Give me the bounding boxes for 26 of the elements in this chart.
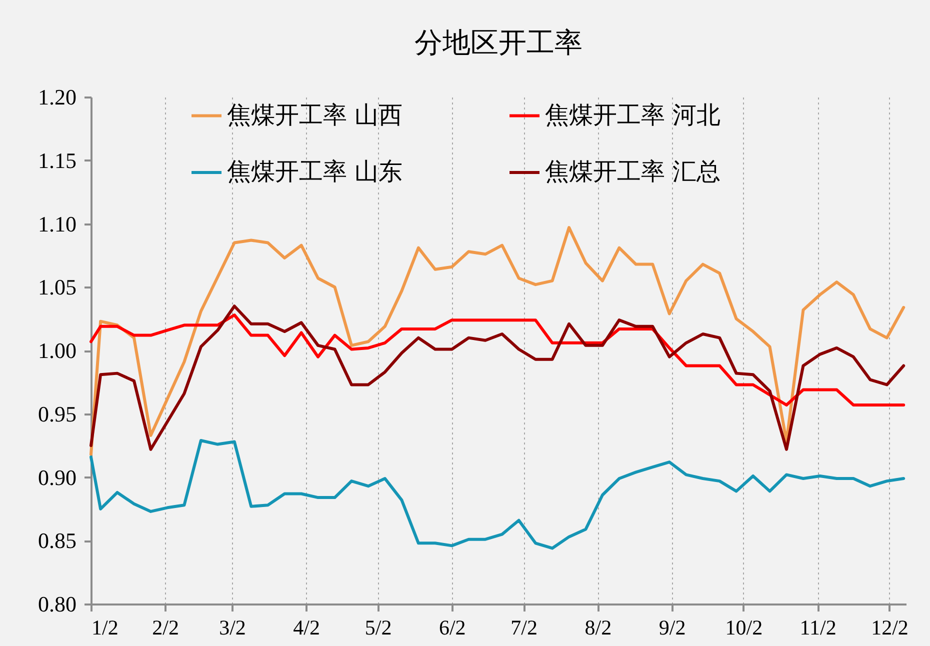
legend-label: 焦煤开工率 河北	[545, 100, 721, 129]
y-tick-label: 1.05	[38, 274, 76, 300]
x-tick-label: 6/2	[438, 616, 466, 640]
x-tick-label: 4/2	[293, 616, 320, 640]
x-tick-label: 1/2	[92, 616, 118, 640]
legend-label: 焦煤开工率 汇总	[545, 158, 721, 186]
y-tick-label: 0.80	[38, 592, 76, 616]
y-tick-label: 1.10	[38, 211, 76, 236]
y-tick-label: 1.15	[38, 148, 76, 173]
y-tick-label: 1.20	[38, 84, 76, 110]
x-tick-label: 10/2	[725, 616, 763, 640]
y-tick-label: 0.95	[38, 401, 76, 426]
x-tick-label: 2/2	[152, 616, 180, 640]
y-tick-label: 1.00	[38, 338, 76, 363]
x-tick-label: 12/2	[871, 616, 908, 640]
x-tick-label: 8/2	[584, 616, 612, 640]
x-tick-label: 9/2	[658, 616, 686, 640]
x-tick-label: 5/2	[364, 616, 392, 640]
legend-label: 焦煤开工率 山西	[227, 100, 403, 129]
x-tick-label: 7/2	[510, 616, 538, 640]
chart-title: 分地区开工率	[414, 26, 582, 59]
y-tick-label: 0.90	[38, 464, 76, 490]
x-tick-label: 11/2	[800, 616, 836, 640]
x-tick-label: 3/2	[219, 616, 246, 640]
legend-label: 焦煤开工率 山东	[227, 158, 403, 186]
y-tick-label: 0.85	[38, 528, 76, 554]
